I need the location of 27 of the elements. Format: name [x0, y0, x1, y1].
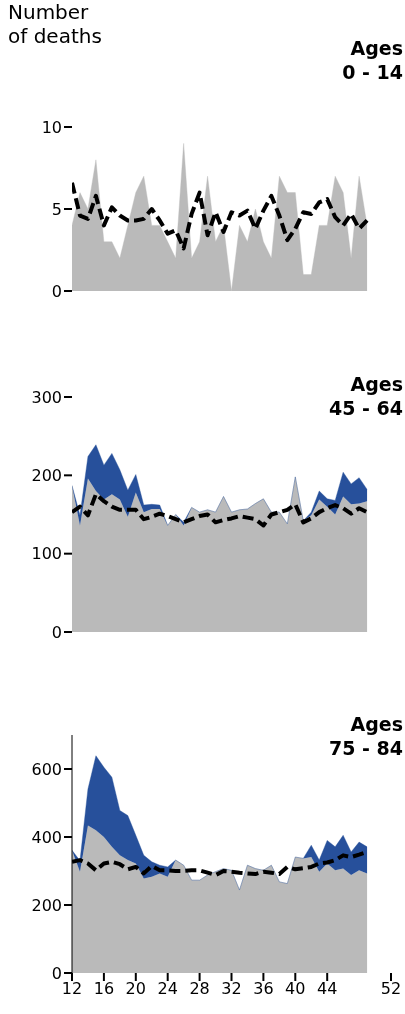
line-series	[72, 180, 370, 251]
y-tick-label: 600	[31, 759, 62, 779]
x-tick-label: 52	[380, 979, 402, 999]
line-series	[72, 492, 370, 528]
y-tick-label: 100	[31, 544, 62, 564]
x-tick-label: 32	[221, 979, 242, 999]
chart-title: Ages 45 - 64	[329, 372, 403, 420]
y-tick-label: 10	[41, 117, 62, 137]
x-tick-label: 24	[157, 979, 178, 999]
x-tick-label: 16	[93, 979, 115, 999]
x-tick-label: 44	[317, 979, 338, 999]
x-tick-label: 20	[125, 979, 146, 999]
y-axis-title: Number of deaths	[8, 0, 102, 48]
y-tick-label: 0	[51, 281, 62, 301]
x-tick-label: 28	[189, 979, 210, 999]
y-tick-label: 0	[51, 622, 62, 642]
x-tick-label: 40	[285, 979, 306, 999]
chart-title: Ages 75 - 84	[329, 712, 403, 760]
y-tick-label: 200	[31, 895, 62, 915]
x-tick-label: 36	[253, 979, 274, 999]
y-tick-label: 400	[31, 827, 62, 847]
x-tick-label: 12	[61, 979, 83, 999]
y-tick-label: 0	[51, 963, 62, 983]
y-tick-label: 5	[51, 199, 62, 219]
y-tick-label: 300	[31, 387, 62, 407]
y-tick-label: 200	[31, 466, 62, 486]
chart-title: Ages 0 - 14	[342, 36, 403, 84]
